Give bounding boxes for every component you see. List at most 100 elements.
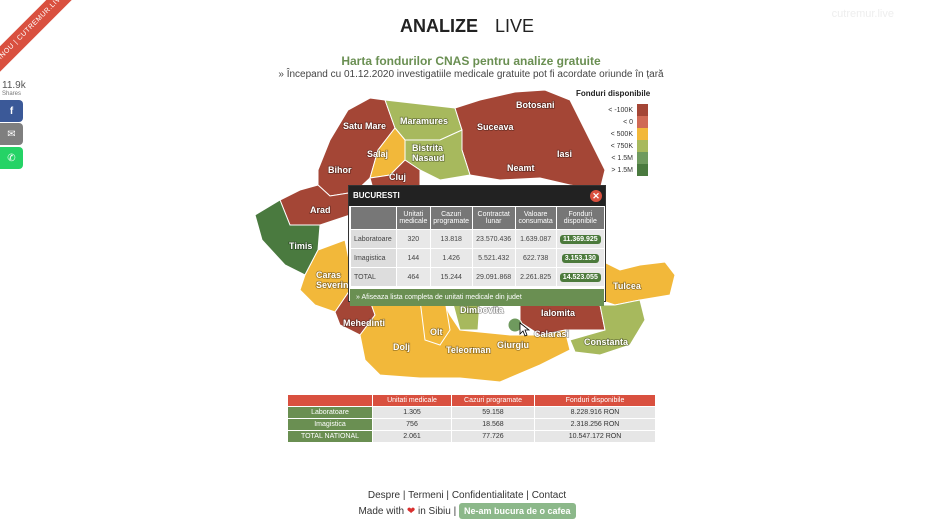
legend-swatch [637, 140, 648, 152]
cell-cazuri: 1.426 [429, 248, 473, 268]
table-row: Laboratoare 1.305 59.158 8.228.916 RON [287, 406, 656, 419]
row-label: Laboratoare [349, 229, 398, 249]
page-subtitle: » Începand cu 01.12.2020 investigatiile … [278, 69, 664, 80]
county-label-satu-mare: Satu Mare [343, 121, 386, 131]
footer-links: Despre | Termeni | Confidentialitate | C… [367, 490, 567, 501]
cell-cazuri: 15.244 [429, 267, 473, 287]
county-label-maramures: Maramures [400, 116, 448, 126]
legend-swatch [637, 152, 648, 164]
county-label-ialomita: Ialomita [541, 308, 576, 318]
county-label-dolj: Dolj [393, 342, 410, 352]
popup-col-header [349, 206, 398, 230]
footer-link-confidentialitate[interactable]: Confidentialitate [451, 490, 524, 501]
legend-swatch [637, 128, 648, 140]
fonduri-badge: 3.153.130 [561, 253, 599, 263]
county-label-constanta: Constanta [584, 337, 629, 347]
national-col-header: Unitati medicale [372, 394, 452, 407]
cell-contractat: 5.521.432 [471, 248, 516, 268]
national-table: Unitati medicale Cazuri programate Fondu… [287, 394, 656, 443]
cell-fonduri: 14.523.055 [555, 267, 606, 287]
heart-icon: ❤ [406, 506, 416, 517]
close-icon[interactable]: ✕ [590, 190, 602, 202]
legend-swatch [637, 116, 648, 128]
whatsapp-share-button[interactable]: ✆ [0, 147, 23, 169]
cell-unitati: 144 [396, 248, 431, 268]
page-title: Harta fondurilor CNAS pentru analize gra… [341, 54, 601, 68]
cell-contractat: 29.091.868 [471, 267, 516, 287]
show-units-link[interactable]: » Afiseaza lista completa de unitati med… [350, 289, 604, 306]
legend-item: < 750K [590, 140, 648, 152]
site-logo[interactable]: cutremur.live [831, 8, 894, 20]
made-with-text: Made with [358, 506, 405, 517]
county-label-olt: Olt [430, 327, 443, 337]
popup-title: BUCURESTI [353, 191, 400, 200]
cell-valoare: 622.738 [514, 248, 557, 268]
share-count: 11.9k [2, 80, 26, 91]
coffee-button[interactable]: Ne-am bucura de o cafea [458, 503, 576, 519]
county-tulcea-area[interactable] [599, 259, 676, 306]
fonduri-badge: 14.523.055 [559, 272, 601, 282]
popup-table-header: Unitati medicale Cazuri programate Contr… [349, 206, 606, 230]
row-label: TOTAL [349, 267, 398, 287]
row-label: Imagistica [287, 418, 373, 431]
email-share-button[interactable]: ✉ [0, 123, 23, 145]
county-label-mehedinti: Mehedinti [343, 318, 385, 328]
national-col-header: Fonduri disponibile [534, 394, 656, 407]
romania-map: Satu Mare Maramures Botosani Suceava Sal… [254, 89, 676, 383]
footer-link-despre[interactable]: Despre [367, 490, 401, 501]
facebook-icon: f [9, 105, 14, 117]
footer-made-with: Made with ❤ in Sibiu | Ne-am bucura de o… [0, 503, 934, 519]
county-label-calarasi: Calarasi [534, 329, 569, 339]
county-label-arad: Arad [310, 205, 331, 215]
county-label-bihor: Bihor [328, 165, 352, 175]
map-legend: < -100K < 0 < 500K < 750K < 1.5M > 1.5M [590, 104, 648, 176]
cell-fonduri: 10.547.172 RON [534, 430, 656, 443]
nav-analize[interactable]: ANALIZE [399, 16, 478, 36]
national-col-header: Cazuri programate [451, 394, 535, 407]
cell-cazuri: 13.818 [429, 229, 473, 249]
cell-unitati: 1.305 [372, 406, 452, 419]
county-constanta-area[interactable] [569, 299, 646, 356]
legend-item: < 1.5M [590, 152, 648, 164]
table-row: TOTAL 464 15.244 29.091.868 2.261.825 14… [349, 267, 606, 287]
whatsapp-icon: ✆ [7, 152, 16, 164]
row-label: Laboratoare [287, 406, 373, 419]
legend-item: > 1.5M [590, 164, 648, 176]
popup-header: BUCURESTI ✕ [349, 186, 605, 206]
national-table-header: Unitati medicale Cazuri programate Fondu… [287, 394, 656, 407]
made-in-text: in Sibiu | [418, 506, 457, 517]
cell-fonduri: 11.369.925 [555, 229, 606, 249]
popup-col-header: Contractat lunar [471, 206, 516, 230]
cell-unitati: 320 [396, 229, 431, 249]
cell-fonduri: 8.228.916 RON [534, 406, 656, 419]
county-label-teleorman: Teleorman [446, 345, 491, 355]
county-label-neamt: Neamt [507, 163, 535, 173]
county-label-tulcea: Tulcea [613, 281, 642, 291]
county-label-giurgiu: Giurgiu [497, 340, 529, 350]
footer-link-termeni[interactable]: Termeni [408, 490, 444, 501]
cell-cazuri: 18.568 [451, 418, 535, 431]
county-popup: BUCURESTI ✕ Unitati medicale Cazuri prog… [348, 185, 606, 306]
legend-label: < -100K [608, 106, 633, 114]
table-row: Laboratoare 320 13.818 23.570.436 1.639.… [349, 229, 606, 249]
cursor-icon [519, 322, 531, 337]
row-label: Imagistica [349, 248, 398, 268]
county-label-bistrita: Bistrita Nasaud [412, 143, 445, 163]
cell-unitati: 756 [372, 418, 452, 431]
cell-cazuri: 59.158 [451, 406, 535, 419]
national-col-header [287, 394, 373, 407]
facebook-share-button[interactable]: f [0, 100, 23, 122]
cell-unitati: 464 [396, 267, 431, 287]
footer-link-contact[interactable]: Contact [531, 490, 567, 501]
legend-swatch [637, 104, 648, 116]
table-row: TOTAL NATIONAL 2.061 77.726 10.547.172 R… [287, 430, 656, 443]
county-label-suceava: Suceava [477, 122, 515, 132]
county-label-cluj: Cluj [389, 172, 406, 182]
legend-title: Fonduri disponibile [576, 89, 651, 98]
table-row: Imagistica 756 18.568 2.318.256 RON [287, 418, 656, 431]
popup-col-header: Cazuri programate [429, 206, 473, 230]
legend-swatch [637, 164, 648, 176]
table-row: Imagistica 144 1.426 5.521.432 622.738 3… [349, 248, 606, 268]
email-icon: ✉ [7, 128, 16, 140]
nav-live[interactable]: LIVE [494, 16, 535, 36]
